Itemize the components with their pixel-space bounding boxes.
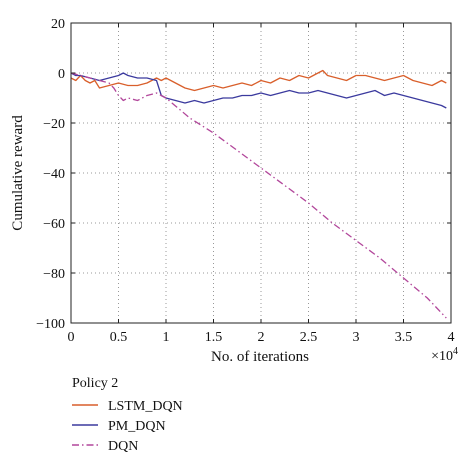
y-tick-label: 0 [58, 67, 65, 82]
x-axis-multiplier-exponent: 4 [453, 346, 458, 357]
x-axis-multiplier: ×104 [431, 346, 458, 364]
legend-label: LSTM_DQN [108, 399, 183, 414]
x-tick-label: 1.5 [205, 330, 223, 345]
legend-label: DQN [108, 439, 138, 454]
x-tick-label: 3 [353, 330, 360, 345]
x-tick-label: 1 [163, 330, 170, 345]
x-tick-label: 0.5 [110, 330, 128, 345]
x-tick-label: 0 [68, 330, 75, 345]
y-tick-label: 20 [51, 17, 65, 32]
x-tick-label: 4 [448, 330, 455, 345]
series-line-pm-dqn [70, 72, 447, 109]
x-axis-label: No. of iterations [211, 349, 309, 365]
legend-label: PM_DQN [108, 419, 166, 434]
y-tick-label: −80 [43, 267, 65, 282]
y-tick-label: −100 [36, 317, 65, 332]
legend: Policy 2 LSTM_DQN PM_DQN DQN [72, 376, 183, 454]
y-axis-label: Cumulative reward [10, 115, 26, 231]
grid-lines [71, 23, 451, 323]
series-line-dqn [70, 72, 447, 319]
series-lines [70, 69, 447, 319]
y-tick-label: −60 [43, 217, 65, 232]
legend-title: Policy 2 [72, 376, 118, 391]
y-tick-label: −20 [43, 117, 65, 132]
series-line-lstm-dqn [70, 69, 447, 92]
x-tick-label: 2.5 [300, 330, 318, 345]
x-tick-label: 2 [258, 330, 265, 345]
x-axis-multiplier-base: ×10 [431, 349, 453, 364]
y-tick-label: −40 [43, 167, 65, 182]
x-tick-label: 3.5 [395, 330, 413, 345]
axis-ticks: 0 0.5 1 1.5 2 2.5 3 3.5 4 20 0 −20 −40 −60 −80 −100 [36, 17, 454, 345]
